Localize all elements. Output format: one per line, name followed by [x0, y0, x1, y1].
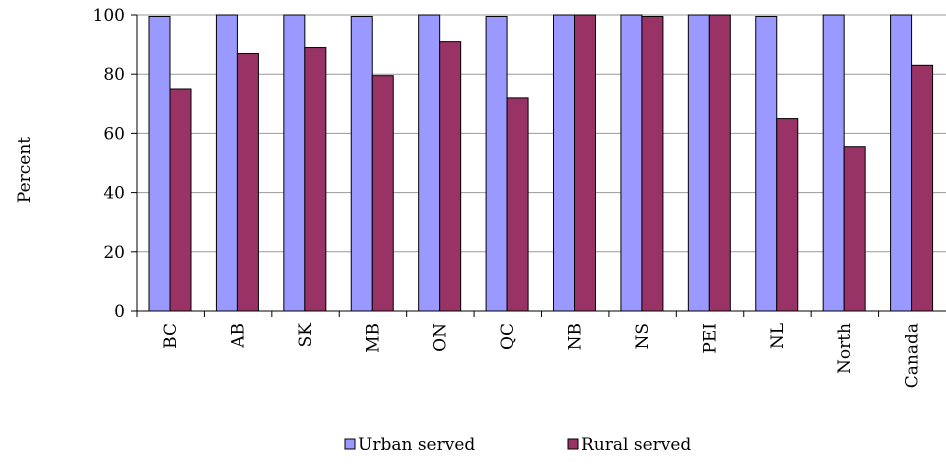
- bar-urban-served-bc: [148, 15, 171, 312]
- bar-rural-served-canada: [911, 64, 934, 312]
- bar-rural-served-nl: [776, 118, 799, 312]
- y-tick-label-100: 100: [93, 6, 125, 26]
- x-category-label-nl: NL: [768, 323, 788, 349]
- x-category-label-canada: Canada: [903, 323, 923, 388]
- x-category-label-sk: SK: [296, 323, 316, 348]
- legend-swatch-rural-served: [567, 438, 579, 450]
- bar-rural-served-qc: [506, 97, 529, 312]
- bar-rural-served-nb: [574, 14, 596, 312]
- bar-urban-served-ns: [620, 14, 643, 312]
- bar-urban-served-pei: [687, 14, 710, 312]
- bar-rural-served-sk: [304, 47, 327, 312]
- bar-urban-served-sk: [283, 14, 306, 312]
- gridlines: [137, 14, 946, 253]
- bar-urban-served-qc: [485, 15, 508, 312]
- bar-urban-served-nb: [553, 14, 575, 312]
- bar-rural-served-north: [843, 146, 866, 312]
- y-tick-label-20: 20: [103, 243, 125, 263]
- y-axis-title: Percent: [15, 137, 35, 203]
- y-tick-label-40: 40: [103, 184, 125, 204]
- bar-urban-served-nl: [755, 15, 778, 312]
- bars: [148, 14, 934, 312]
- legend-swatch-urban-served: [344, 438, 356, 450]
- x-category-label-pei: PEI: [700, 323, 720, 354]
- legend-label-urban-served: Urban served: [358, 435, 475, 455]
- bar-urban-served-canada: [890, 14, 913, 312]
- bar-rural-served-pei: [708, 14, 731, 312]
- legend: Urban served Rural served: [344, 435, 691, 455]
- x-category-label-qc: QC: [498, 323, 518, 350]
- x-category-label-mb: MB: [363, 323, 383, 353]
- x-category-label-on: ON: [431, 323, 451, 352]
- y-tick-label-60: 60: [103, 124, 125, 144]
- x-category-label-ns: NS: [633, 323, 653, 350]
- bar-rural-served-ns: [641, 15, 664, 312]
- x-category-label-ab: AB: [228, 323, 248, 349]
- x-category-label-bc: BC: [161, 323, 181, 349]
- y-tick-label-0: 0: [114, 302, 125, 322]
- bar-urban-served-north: [822, 14, 845, 312]
- legend-label-rural-served: Rural served: [581, 435, 691, 455]
- bar-rural-served-bc: [169, 88, 192, 312]
- y-tick-label-80: 80: [103, 65, 125, 85]
- bar-rural-served-ab: [236, 52, 259, 312]
- bar-urban-served-on: [418, 14, 441, 312]
- x-category-label-nb: NB: [566, 323, 586, 350]
- x-category-label-north: North: [835, 323, 855, 374]
- bar-rural-served-on: [439, 41, 462, 312]
- bar-urban-served-ab: [215, 14, 238, 312]
- axes: 0 20 40 60 80 100 BC AB SK MB ON QC NB NS PEI NL North Ca…: [93, 6, 946, 388]
- bar-rural-served-mb: [371, 75, 394, 312]
- bar-urban-served-mb: [350, 15, 373, 312]
